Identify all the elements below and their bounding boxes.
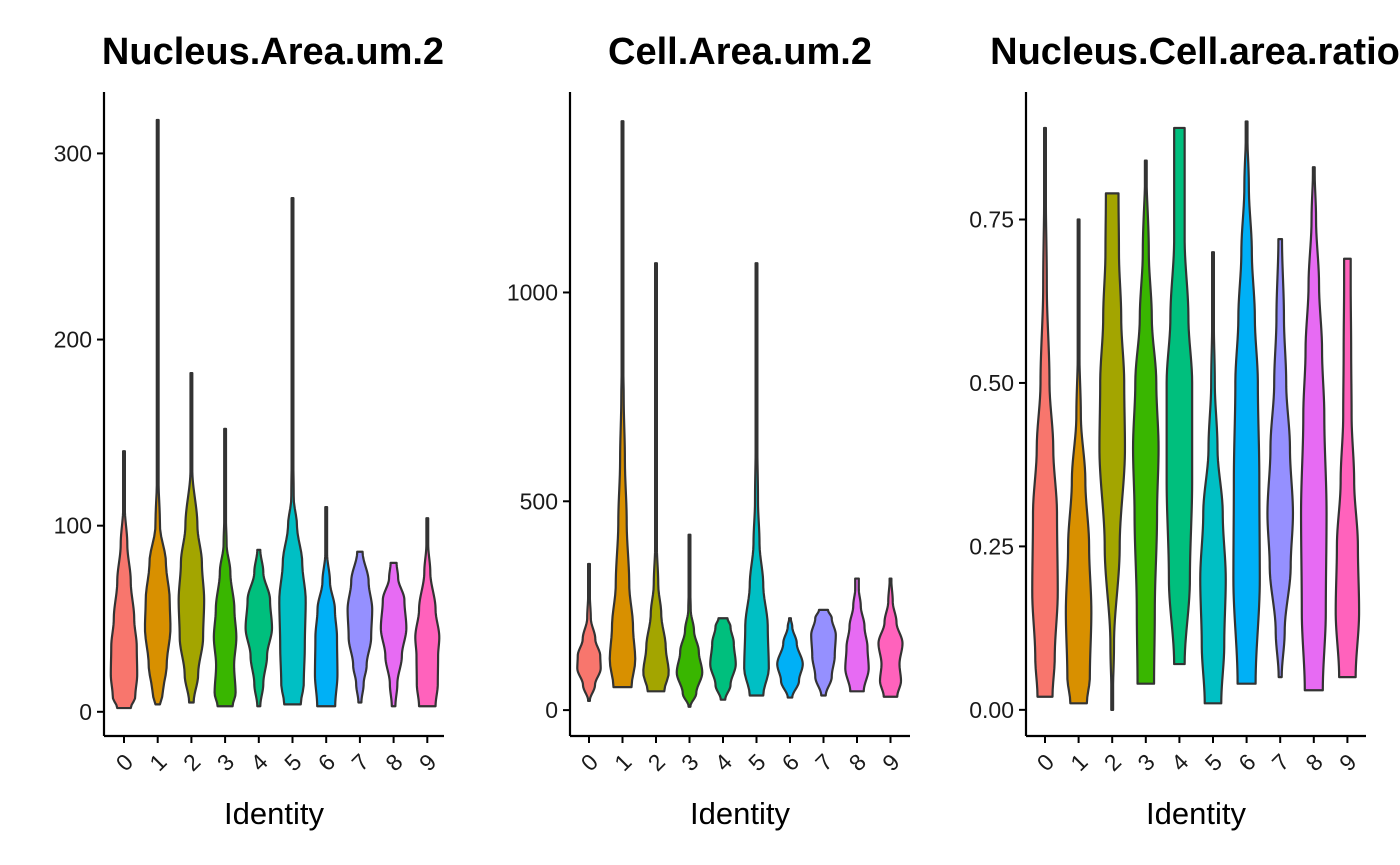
violin-1 — [143, 118, 172, 706]
violin-3 — [212, 427, 238, 708]
violin-0 — [576, 562, 602, 703]
violin-2 — [177, 371, 206, 704]
panel-title: Nucleus.Cell.area.ratio — [990, 31, 1400, 73]
x-axis-label: Identity — [1146, 796, 1246, 831]
violin-9 — [877, 577, 904, 698]
violin-9 — [414, 517, 441, 708]
violin-4 — [244, 548, 274, 708]
violin-3 — [675, 533, 704, 708]
violin-0 — [109, 450, 139, 710]
violin-7 — [346, 550, 374, 704]
x-tick-label: 7 — [347, 749, 374, 776]
x-tick-label: 0 — [111, 749, 138, 776]
violin-6 — [1232, 120, 1261, 685]
x-tick-label: 5 — [1200, 749, 1227, 776]
violin-8 — [379, 561, 408, 708]
x-tick-label: 2 — [1099, 749, 1126, 776]
panel-3: Nucleus.Cell.area.ratio 0.00 0.25 0.50 0.75 0… — [969, 31, 1400, 831]
violin-2 — [1098, 192, 1127, 711]
x-tick-label: 7 — [810, 749, 837, 776]
x-tick-label: 2 — [178, 749, 205, 776]
violin-1 — [608, 120, 637, 689]
x-tick-label: 9 — [877, 749, 904, 776]
x-tick-label: 6 — [777, 749, 804, 776]
violin-3 — [1131, 159, 1160, 685]
violin-4 — [709, 617, 737, 701]
x-tick-label: 5 — [279, 749, 306, 776]
violin-8 — [1299, 166, 1328, 692]
violin-6 — [776, 617, 804, 699]
y-tick-label: 0.25 — [969, 533, 1014, 559]
y-tick-label: 100 — [54, 513, 92, 539]
violin-7 — [810, 608, 837, 697]
panel-title: Cell.Area.um.2 — [608, 31, 872, 73]
x-tick-label: 4 — [1166, 748, 1194, 776]
violin-5 — [1199, 251, 1227, 705]
y-tick-label: 1000 — [507, 279, 558, 305]
violin-0 — [1031, 126, 1059, 698]
panel-title: Nucleus.Area.um.2 — [102, 31, 444, 73]
x-axis-label: Identity — [690, 796, 790, 831]
violin-5 — [743, 262, 770, 697]
x-tick-label: 7 — [1267, 749, 1294, 776]
violin-9 — [1334, 257, 1361, 679]
y-tick-label: 0.75 — [969, 206, 1014, 232]
x-tick-label: 8 — [1300, 749, 1327, 776]
x-tick-label: 0 — [1032, 749, 1059, 776]
x-tick-label: 3 — [676, 749, 703, 776]
y-tick-label: 500 — [520, 488, 558, 514]
violin-1 — [1064, 218, 1093, 705]
violin-8 — [844, 577, 870, 693]
y-tick-label: 0.50 — [969, 370, 1014, 396]
x-tick-label: 9 — [1334, 749, 1361, 776]
x-axis-label: Identity — [224, 796, 324, 831]
x-tick-label: 3 — [1132, 749, 1159, 776]
x-tick-label: 4 — [245, 748, 273, 776]
x-tick-label: 1 — [609, 749, 636, 776]
y-tick-label: 0 — [79, 699, 92, 725]
y-tick-label: 0.00 — [969, 697, 1014, 723]
x-tick-label: 4 — [710, 748, 738, 776]
x-tick-label: 6 — [313, 749, 340, 776]
x-tick-label: 3 — [212, 749, 239, 776]
x-tick-label: 9 — [414, 749, 441, 776]
x-tick-label: 0 — [576, 749, 603, 776]
x-tick-label: 1 — [144, 749, 171, 776]
violin-6 — [313, 505, 339, 708]
y-tick-label: 0 — [545, 697, 558, 723]
x-tick-label: 6 — [1233, 749, 1260, 776]
violin-5 — [278, 196, 307, 706]
x-tick-label: 5 — [743, 749, 770, 776]
violin-7 — [1266, 238, 1295, 679]
violin-2 — [642, 262, 670, 693]
y-tick-label: 200 — [54, 327, 92, 353]
x-tick-label: 1 — [1065, 749, 1092, 776]
x-tick-label: 2 — [643, 749, 670, 776]
y-tick-label: 300 — [54, 140, 92, 166]
x-tick-label: 8 — [844, 749, 871, 776]
x-tick-label: 8 — [380, 749, 407, 776]
violin-4 — [1165, 126, 1194, 666]
